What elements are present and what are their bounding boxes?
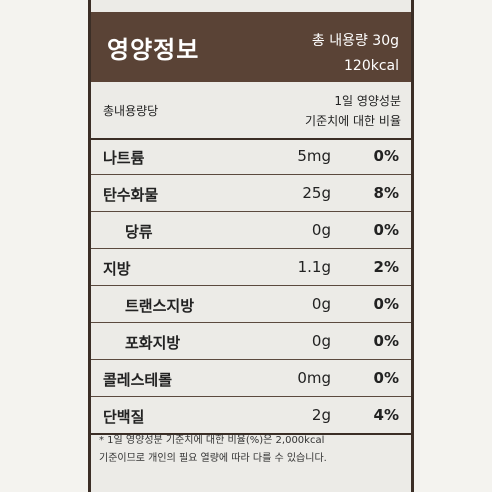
nutrient-row: 나트륨 5mg 0% <box>91 138 411 175</box>
nutrient-name: 나트륨 <box>103 149 145 167</box>
total-content: 총 내용량 30g <box>311 33 399 49</box>
nutrient-percent: 0% <box>373 369 399 387</box>
footnote-line-2: 기준이므로 개인의 필요 열량에 따라 다를 수 있습니다. <box>99 453 327 464</box>
nutrition-label: 영양정보 총 내용량 30g 120kcal 총내용량당 1일 영양성분 기준치… <box>88 0 414 492</box>
nutrient-name: 콜레스테롤 <box>103 371 173 389</box>
nutrition-header: 영양정보 총 내용량 30g 120kcal <box>91 12 411 82</box>
nutrient-row: 지방 1.1g 2% <box>91 249 411 286</box>
nutrient-amount: 25g <box>302 184 331 202</box>
nutrient-percent: 4% <box>373 406 399 424</box>
nutrient-percent: 2% <box>373 258 399 276</box>
calories: 120kcal <box>344 58 399 74</box>
footnote-line-1: * 1일 영양성분 기준치에 대한 비율(%)은 2,000kcal <box>99 435 325 446</box>
nutrient-name: 포화지방 <box>125 334 181 352</box>
nutrient-row: 당류 0g 0% <box>91 212 411 249</box>
nutrient-row: 포화지방 0g 0% <box>91 323 411 360</box>
nutrient-amount: 0g <box>311 332 331 350</box>
nutrient-name: 트랜스지방 <box>125 297 195 315</box>
per-content-label: 총내용량당 <box>103 104 159 118</box>
nutrient-name: 지방 <box>103 260 131 278</box>
nutrient-amount: 1.1g <box>297 258 331 276</box>
nutrient-rows: 나트륨 5mg 0% 탄수화물 25g 8% 당류 0g 0% 지방 1.1g 2% 트랜스지방 0g 0%… <box>91 138 411 435</box>
nutrient-amount: 0g <box>311 221 331 239</box>
nutrient-row: 탄수화물 25g 8% <box>91 175 411 212</box>
nutrient-row: 트랜스지방 0g 0% <box>91 286 411 323</box>
nutrient-percent: 0% <box>373 147 399 165</box>
nutrition-title: 영양정보 <box>107 36 200 64</box>
nutrient-name: 탄수화물 <box>103 186 159 204</box>
nutrient-name: 당류 <box>125 223 153 241</box>
nutrient-percent: 0% <box>373 295 399 313</box>
daily-value-label-2: 기준치에 대한 비율 <box>305 114 401 128</box>
nutrient-amount: 2g <box>311 406 331 424</box>
footnote: * 1일 영양성분 기준치에 대한 비율(%)은 2,000kcal 기준이므로… <box>99 432 403 468</box>
nutrient-amount: 0mg <box>297 369 331 387</box>
nutrient-name: 단백질 <box>103 408 145 426</box>
nutrient-row: 콜레스테롤 0mg 0% <box>91 360 411 397</box>
nutrient-percent: 0% <box>373 332 399 350</box>
nutrient-row: 단백질 2g 4% <box>91 397 411 435</box>
nutrient-amount: 5mg <box>297 147 331 165</box>
daily-value-label-1: 1일 영양성분 <box>334 94 401 108</box>
nutrient-percent: 8% <box>373 184 399 202</box>
column-header: 총내용량당 1일 영양성분 기준치에 대한 비율 <box>91 82 411 140</box>
nutrient-percent: 0% <box>373 221 399 239</box>
nutrient-amount: 0g <box>311 295 331 313</box>
